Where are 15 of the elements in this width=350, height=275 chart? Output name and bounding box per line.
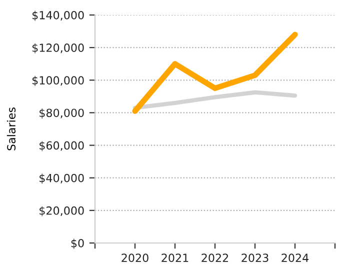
y-tick-label: $20,000 xyxy=(40,206,84,216)
x-tick-label: 2024 xyxy=(282,254,309,262)
y-tick-label: $140,000 xyxy=(32,10,84,21)
y-tick-label: $100,000 xyxy=(32,76,84,86)
x-tick-label: 2021 xyxy=(162,254,188,262)
y-tick-label: $40,000 xyxy=(40,174,84,184)
line-series xyxy=(132,90,298,110)
x-tick-label: 2022 xyxy=(202,254,228,262)
y-tick-label: $80,000 xyxy=(40,108,84,119)
y-tick-label: $120,000 xyxy=(32,43,84,54)
x-tick-label: 2020 xyxy=(122,254,148,262)
x-tick-label: 2023 xyxy=(242,254,268,262)
y-axis-title: Salaries xyxy=(6,108,16,150)
y-tick-label: $0 xyxy=(71,238,84,249)
y-tick-label: $60,000 xyxy=(40,141,84,152)
